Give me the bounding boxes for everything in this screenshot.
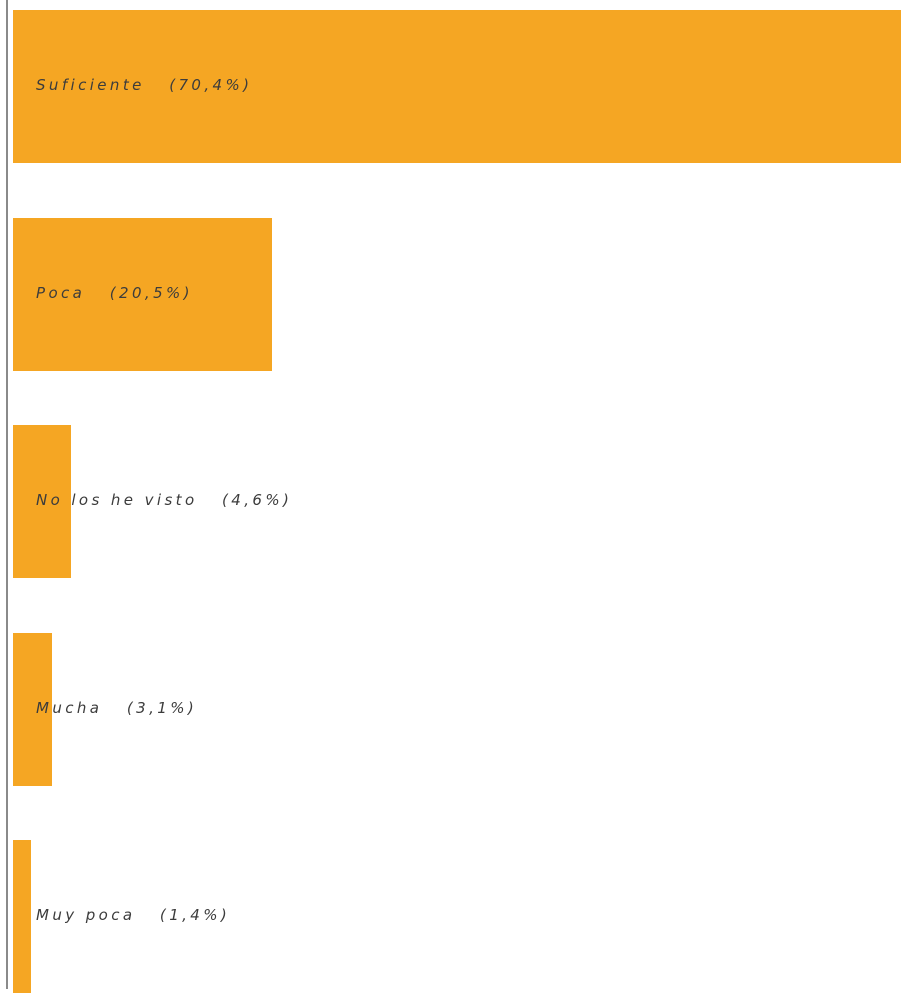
bar-mucha xyxy=(13,633,52,786)
bar-label: No los he visto (4,6%) xyxy=(36,491,293,509)
bar-no-los-he-visto xyxy=(13,425,71,578)
bar-label: Muy poca (1,4%) xyxy=(36,906,231,924)
bar-label: Poca (20,5%) xyxy=(36,284,193,302)
bar-suficiente xyxy=(13,10,901,163)
bar-label: Mucha (3,1%) xyxy=(36,699,198,717)
y-axis-line xyxy=(6,0,8,989)
bar-poca xyxy=(13,218,272,371)
bar-label: Suficiente (70,4%) xyxy=(36,76,253,94)
bar-muy-poca xyxy=(13,840,31,993)
